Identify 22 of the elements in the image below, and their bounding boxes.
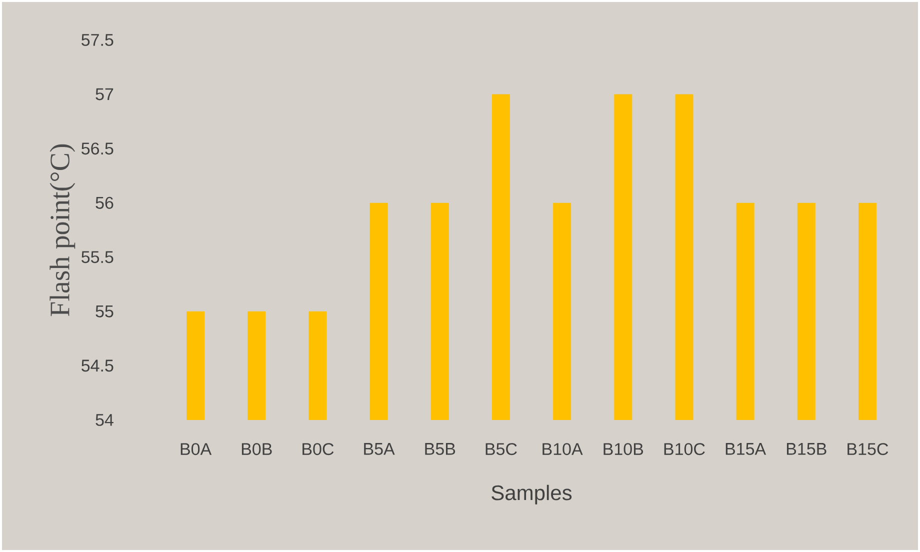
x-axis-title: Samples — [492, 484, 572, 504]
x-tick-label: B15B — [786, 443, 826, 455]
y-axis-title: Flash point(°C) — [50, 144, 76, 316]
x-tick-label: B0C — [302, 443, 334, 456]
y-tick-label: 57.5 — [82, 34, 114, 46]
y-tick-label: 54 — [96, 414, 114, 426]
x-tick-label: B5B — [425, 443, 456, 455]
x-tick-label: B5A — [364, 443, 395, 455]
x-tick-label: B15A — [726, 443, 766, 455]
y-tick-label: 54.5 — [82, 360, 114, 372]
x-tick-label: B15C — [848, 443, 888, 456]
x-tick-label: B5C — [486, 443, 517, 456]
x-tick-label: B0A — [180, 443, 212, 456]
x-tick-label: B10B — [604, 443, 644, 456]
y-tick-label: 56 — [96, 196, 114, 209]
y-tick-label: 57 — [96, 88, 114, 100]
x-tick-label: B0B — [242, 443, 272, 456]
y-tick-label: 56.5 — [82, 142, 114, 155]
y-tick-label: 55 — [96, 305, 114, 318]
y-tick-label: 55.5 — [82, 251, 114, 264]
x-tick-label: B10A — [542, 443, 583, 456]
x-tick-label: B10C — [664, 443, 705, 456]
